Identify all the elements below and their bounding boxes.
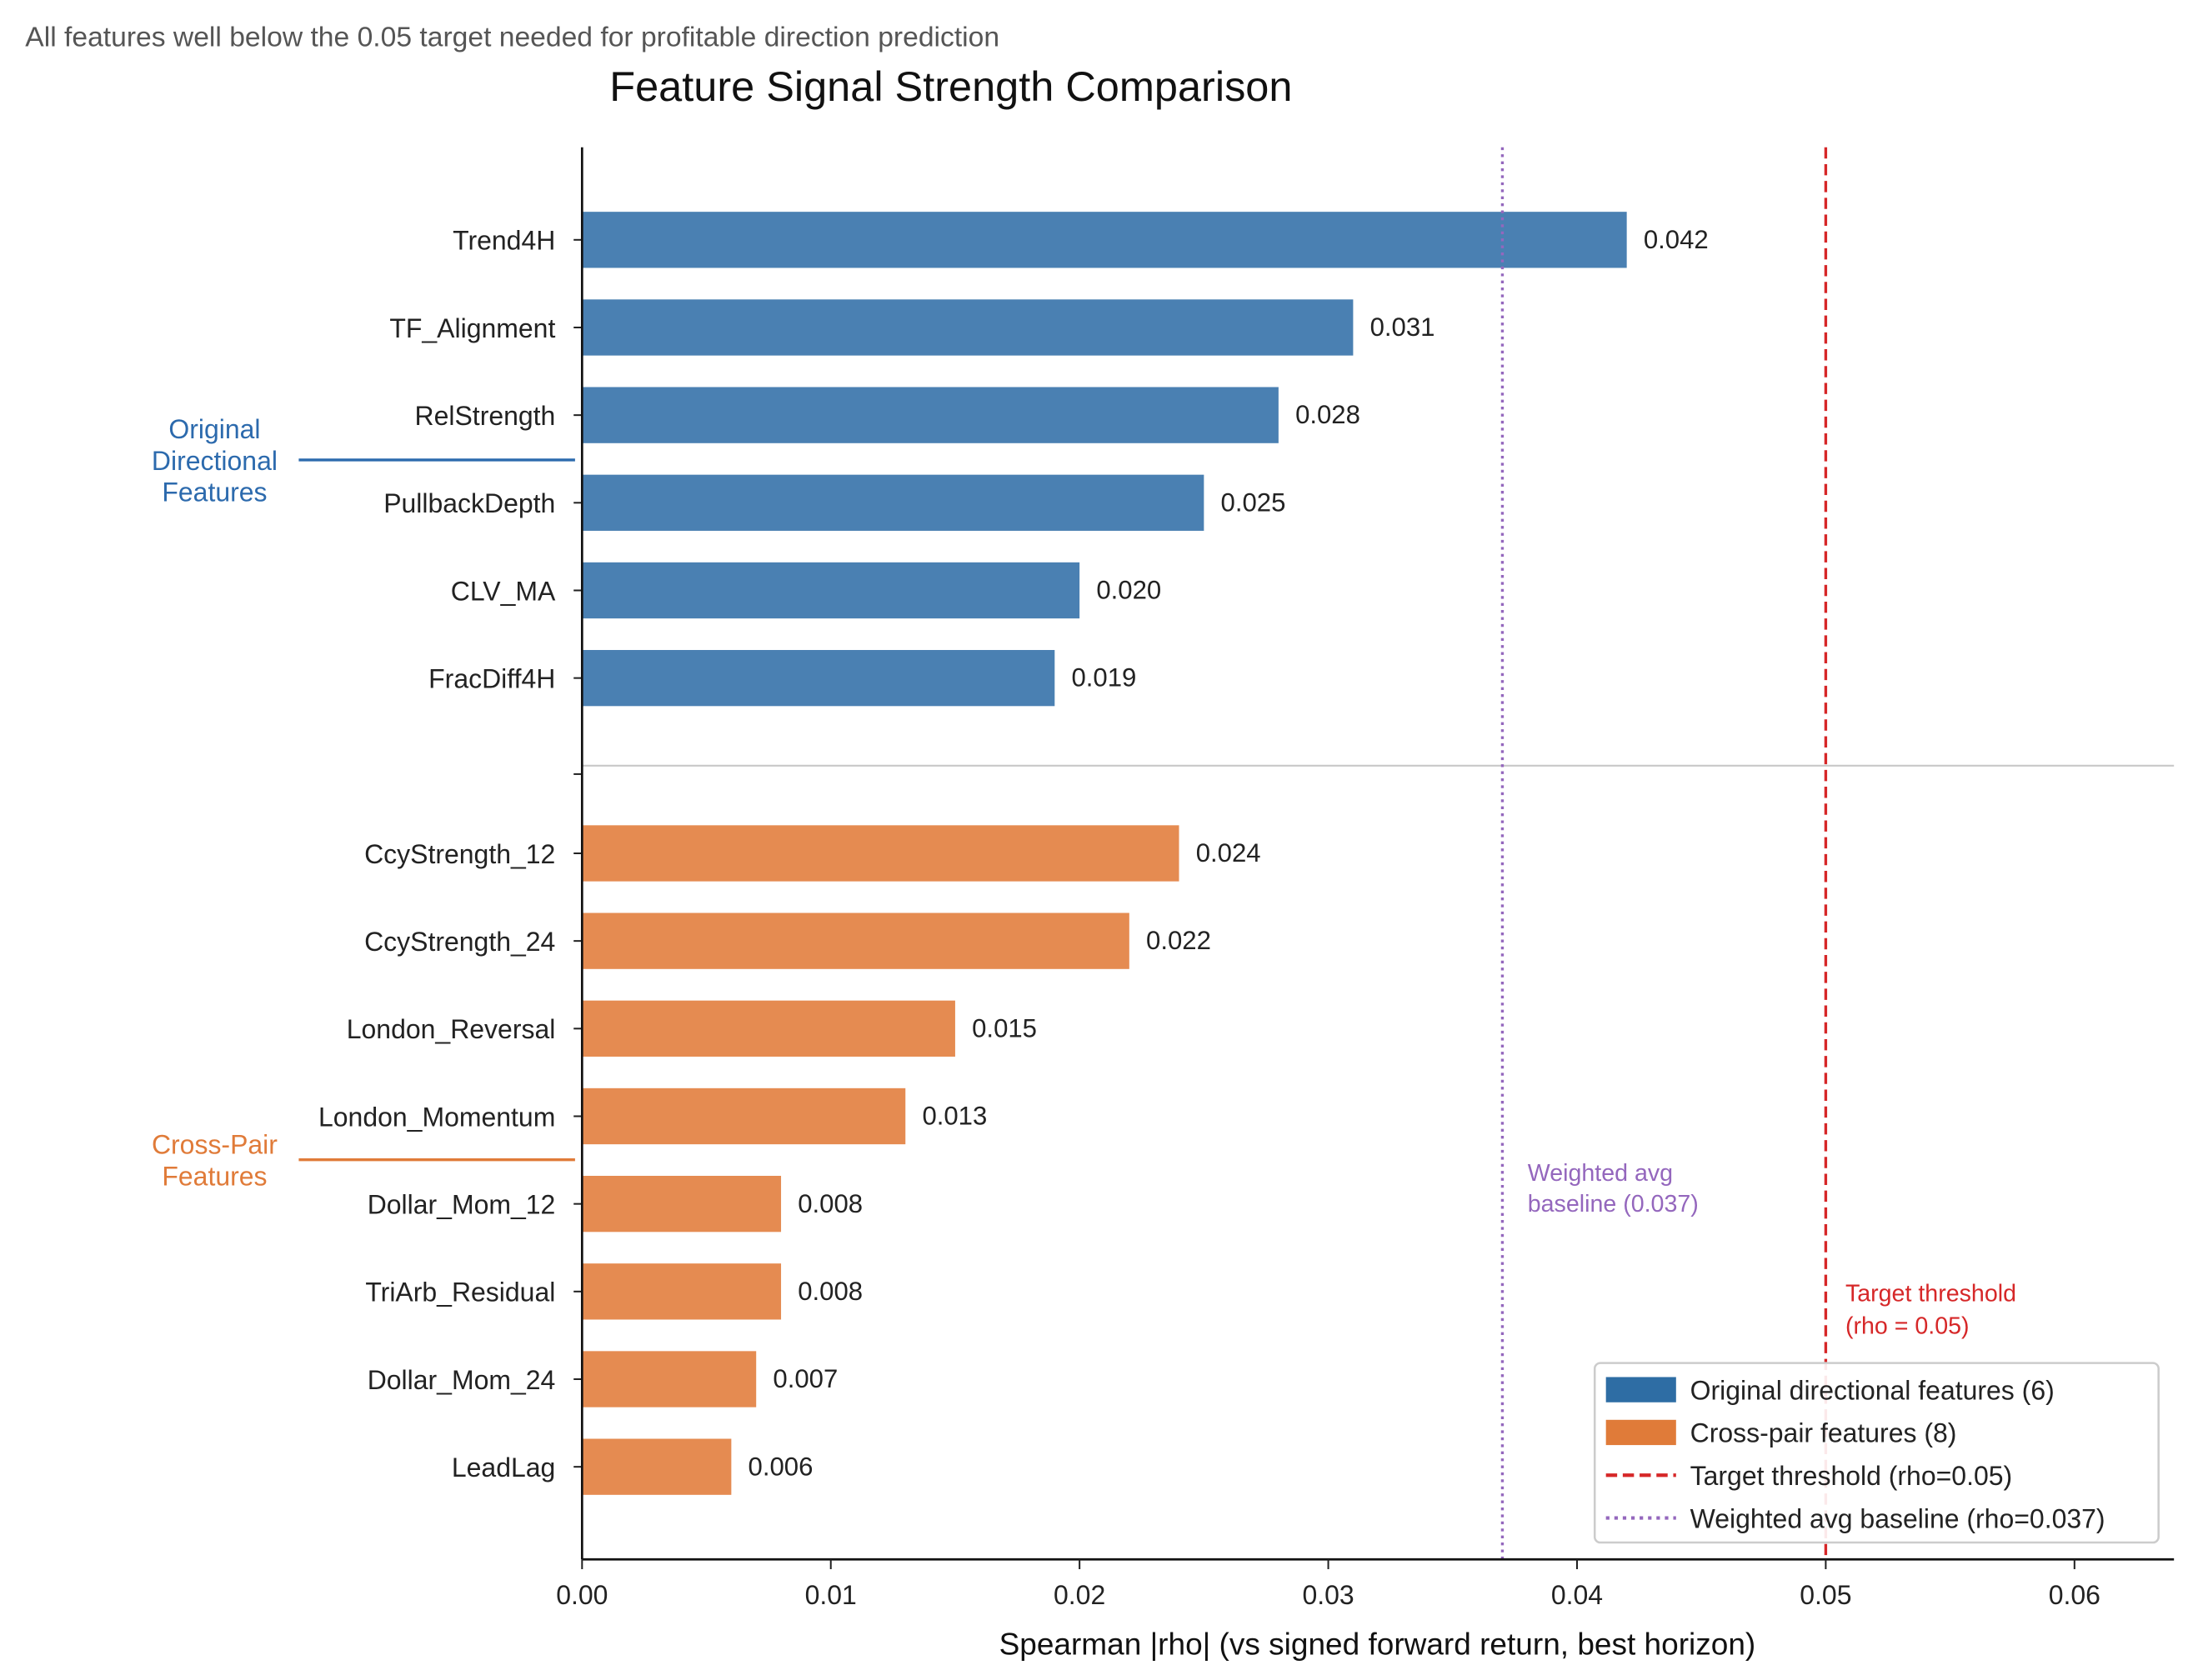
baseline-annotation: baseline (0.037) — [1528, 1191, 1699, 1218]
bar — [582, 1000, 955, 1057]
y-tick-label: TF_Alignment — [389, 313, 555, 343]
bar — [582, 212, 1627, 268]
x-tick-label: 0.06 — [2049, 1580, 2100, 1610]
bar — [582, 299, 1354, 356]
y-tick-label: Dollar_Mom_12 — [368, 1189, 556, 1219]
bar — [582, 1438, 732, 1495]
chart-title: Feature Signal Strength Comparison — [609, 62, 1292, 110]
bar — [582, 1176, 782, 1232]
legend-label: Target threshold (rho=0.05) — [1690, 1461, 2013, 1491]
value-label: 0.028 — [1295, 400, 1360, 429]
y-tick-label: CLV_MA — [451, 576, 556, 606]
bar — [582, 1263, 782, 1320]
value-label: 0.024 — [1196, 838, 1261, 868]
x-axis-label: Spearman |rho| (vs signed forward return… — [999, 1627, 1756, 1662]
value-label: 0.008 — [798, 1277, 863, 1306]
group-label: Directional — [152, 446, 278, 476]
legend-swatch — [1605, 1377, 1676, 1402]
y-tick-label: CcyStrength_12 — [364, 839, 555, 869]
y-tick-label: London_Momentum — [318, 1102, 555, 1132]
value-label: 0.007 — [773, 1364, 838, 1393]
x-tick-label: 0.02 — [1054, 1580, 1105, 1610]
value-label: 0.015 — [972, 1013, 1037, 1042]
y-tick-label: Trend4H — [453, 226, 555, 256]
value-label: 0.008 — [798, 1189, 863, 1218]
bar — [582, 825, 1179, 882]
threshold-annotation: Target threshold — [1845, 1281, 2016, 1308]
bar — [582, 1351, 757, 1408]
baseline-annotation: Weighted avg — [1528, 1160, 1673, 1187]
y-tick-label: PullbackDepth — [383, 488, 555, 518]
value-label: 0.031 — [1370, 312, 1435, 342]
bar — [582, 912, 1129, 969]
y-tick-label: Dollar_Mom_24 — [368, 1365, 556, 1395]
legend-label: Cross-pair features (8) — [1690, 1418, 1957, 1448]
value-label: 0.013 — [922, 1102, 987, 1131]
x-tick-label: 0.03 — [1302, 1580, 1354, 1610]
bar — [582, 474, 1204, 531]
x-tick-label: 0.05 — [1800, 1580, 1851, 1610]
bar — [582, 649, 1055, 707]
value-label: 0.025 — [1221, 488, 1286, 517]
legend-box — [1593, 1362, 2160, 1544]
bar — [582, 562, 1080, 619]
y-tick-label: RelStrength — [415, 401, 556, 431]
value-label: 0.019 — [1071, 663, 1136, 692]
legend-label: Weighted avg baseline (rho=0.037) — [1690, 1503, 2105, 1533]
group-label: Cross-Pair — [152, 1130, 278, 1160]
plot-area: Trend4H 0.042 TF_Alignment 0.031 RelStrength… — [152, 147, 2175, 1610]
y-tick-label: FracDiff4H — [428, 663, 555, 693]
group-label: Features — [162, 1161, 267, 1191]
x-tick-label: 0.04 — [1551, 1580, 1603, 1610]
bar — [582, 387, 1279, 443]
x-tick-label: 0.00 — [556, 1580, 608, 1610]
value-label: 0.042 — [1644, 225, 1709, 254]
chart-subtitle: All features well below the 0.05 target … — [25, 22, 999, 53]
bar — [582, 1088, 906, 1145]
x-tick-label: 0.01 — [805, 1580, 857, 1610]
group-label: Features — [162, 478, 267, 508]
value-label: 0.022 — [1146, 926, 1211, 955]
legend-swatch — [1605, 1419, 1676, 1446]
group-label: Original — [168, 414, 260, 444]
value-label: 0.020 — [1096, 576, 1161, 605]
y-tick-label: CcyStrength_24 — [364, 927, 555, 957]
legend-label: Original directional features (6) — [1690, 1375, 2055, 1405]
y-tick-label: London_Reversal — [347, 1014, 556, 1044]
value-label: 0.006 — [749, 1452, 814, 1481]
threshold-annotation: (rho = 0.05) — [1845, 1312, 1970, 1339]
y-tick-label: LeadLag — [452, 1452, 555, 1482]
y-tick-label: TriArb_Residual — [365, 1278, 555, 1308]
